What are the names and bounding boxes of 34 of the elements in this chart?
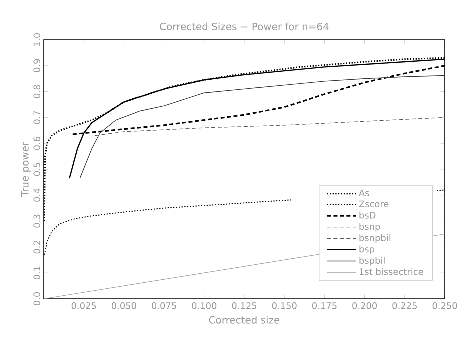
x-tick-label: 0.150 xyxy=(272,302,297,310)
legend-label: bsD xyxy=(360,212,376,219)
legend-label: bsnp xyxy=(360,223,380,232)
y-tick-label: 0.4 xyxy=(34,188,40,202)
x-tick-label: 0.200 xyxy=(352,302,378,310)
x-tick-label: 0.125 xyxy=(232,302,257,310)
y-tick-label: 0.5 xyxy=(34,163,40,176)
line-series xyxy=(95,117,445,136)
y-tick-label: 0.9 xyxy=(34,59,40,72)
y-tick-label: 0.8 xyxy=(34,85,40,98)
legend-label: bsp xyxy=(360,246,375,254)
y-tick-label: 0.6 xyxy=(34,137,40,150)
y-tick-label: 0.1 xyxy=(34,266,40,280)
legend-label: bsnpbil xyxy=(360,234,391,244)
x-tick-label: 0.075 xyxy=(152,302,176,310)
y-tick-label: 1.0 xyxy=(34,33,40,46)
x-tick-label: 0.025 xyxy=(72,302,96,310)
x-tick-label: 0.250 xyxy=(432,302,458,310)
y-tick-label: 0.3 xyxy=(34,214,40,228)
legend-label: As xyxy=(359,190,370,197)
y-tick-label: 0.2 xyxy=(34,240,40,254)
x-tick-label: 0.100 xyxy=(192,302,217,310)
x-tick-label: 0.175 xyxy=(312,302,337,310)
x-axis-title: Corrected size xyxy=(209,316,280,324)
legend-label: 1st bissectrice xyxy=(360,268,424,276)
line-series xyxy=(80,75,445,179)
chart-title: Corrected Sizes − Power for n=64 xyxy=(160,22,329,30)
legend-label: Zscore xyxy=(359,200,389,208)
y-tick-label: 0.0 xyxy=(34,292,40,306)
y-tick-label: 0.7 xyxy=(34,111,40,124)
x-tick-label: 0.225 xyxy=(392,302,417,310)
x-tick-label: 0.050 xyxy=(112,302,136,310)
y-axis-title: True power xyxy=(22,142,31,198)
legend-label: bspbil xyxy=(360,257,385,266)
